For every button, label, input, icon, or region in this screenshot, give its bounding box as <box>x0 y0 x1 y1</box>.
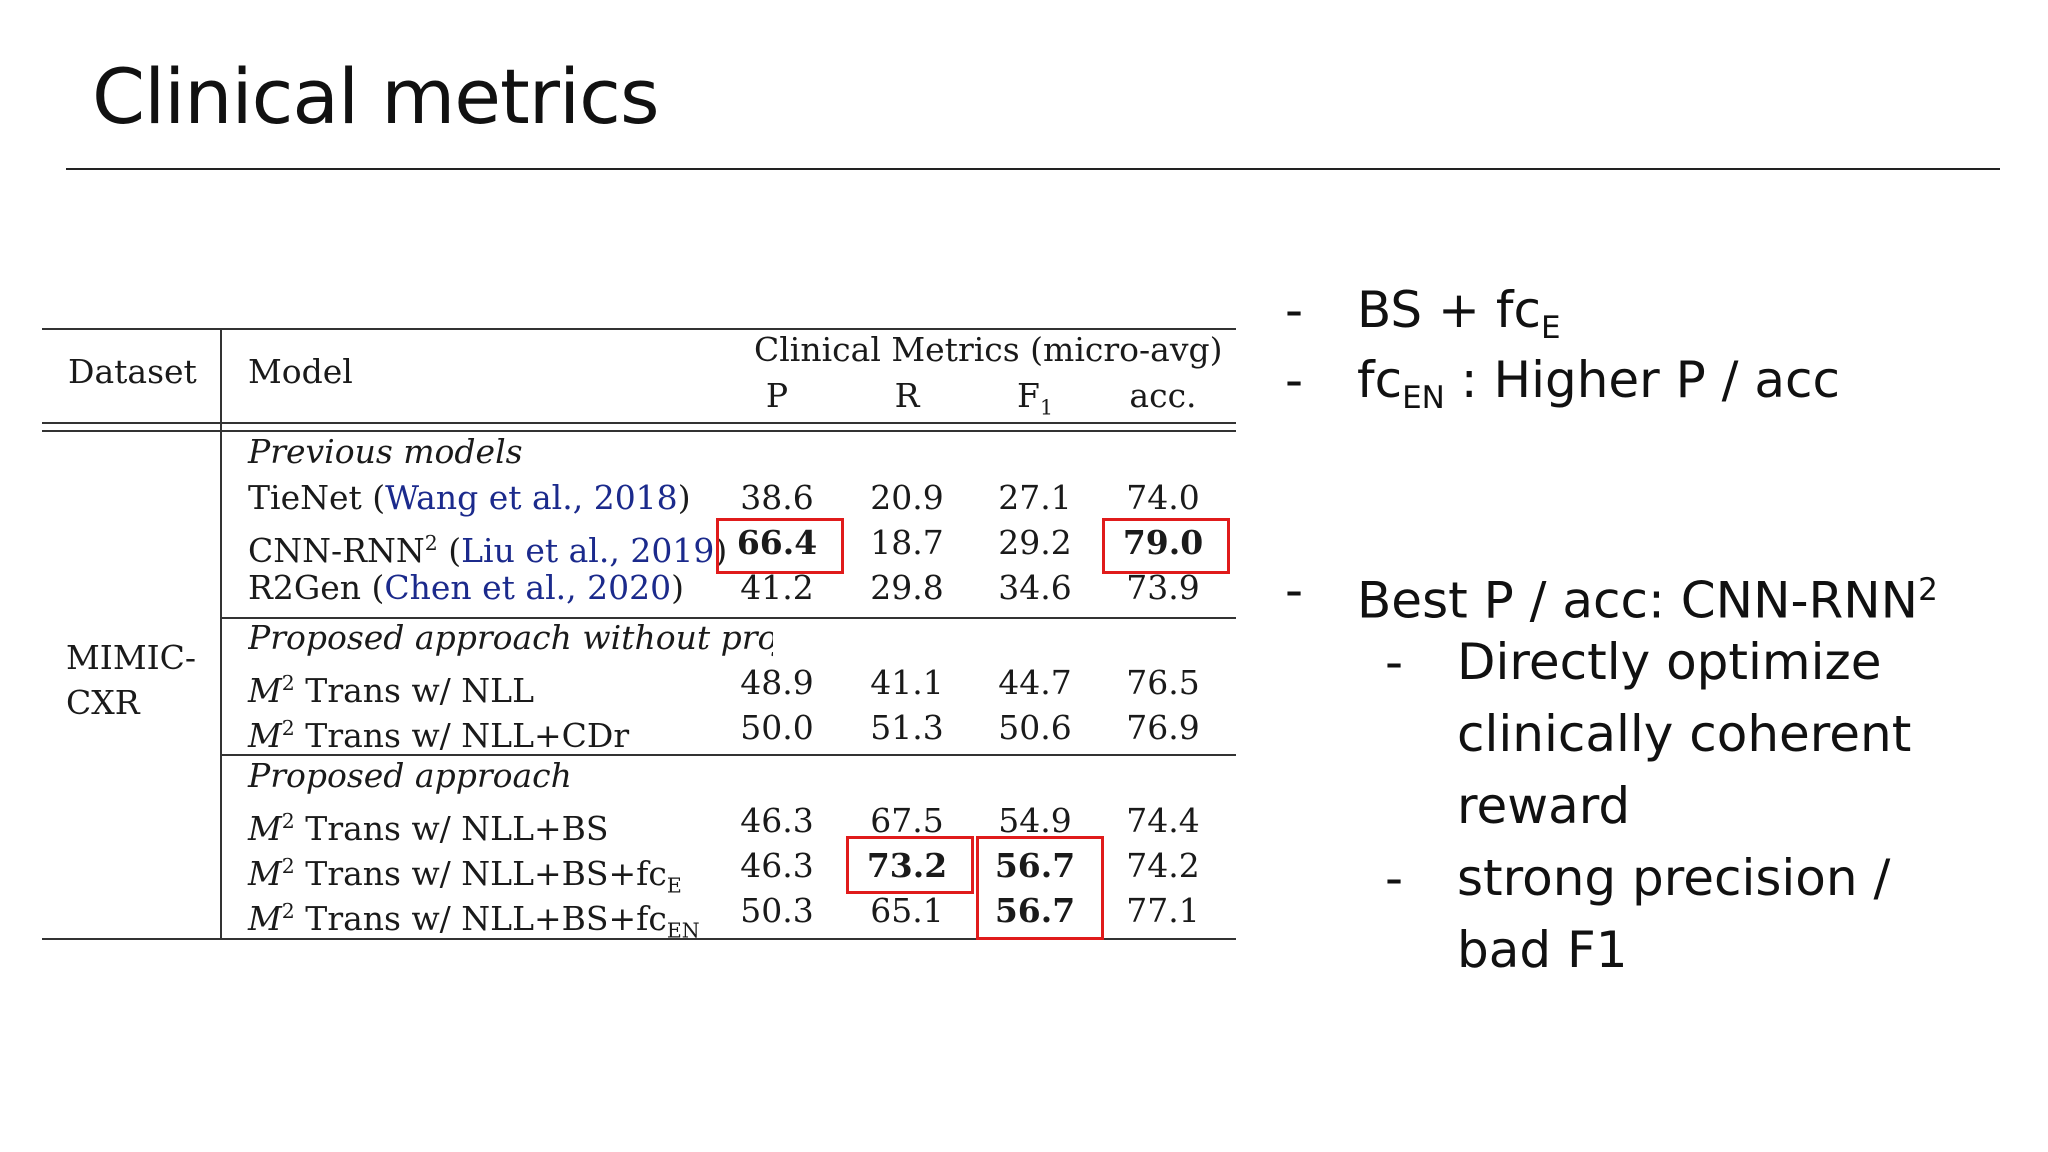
header-double-rule-1 <box>42 422 1236 424</box>
row-m2-nll-cdr-name: M2 Trans w/ NLL+CDr <box>248 716 630 755</box>
row-tienet-name: TieNet (Wang et al., 2018) <box>248 478 691 517</box>
table-bottom-rule <box>42 938 1236 940</box>
section-rule-1 <box>222 617 1236 619</box>
row-m2-nll-name: M2 Trans w/ NLL <box>248 671 534 710</box>
header-model: Model <box>248 352 353 391</box>
row-cnnrnn-r: 18.7 <box>870 523 944 562</box>
row-m2-nll-bs-fcen-f1: 56.7 <box>994 891 1076 930</box>
header-p: P <box>765 376 789 415</box>
row-cnnrnn-f1: 29.2 <box>998 523 1072 562</box>
section-previous-models: Previous models <box>248 432 523 471</box>
sub-bullet-1-line2: clinically coherent <box>1457 705 1912 763</box>
row-m2-nll-cdr-f1: 50.6 <box>998 708 1072 747</box>
row-r2gen-r: 29.8 <box>870 568 944 607</box>
table-top-rule <box>42 328 1236 330</box>
section-proposed-approach: Proposed approach <box>248 756 572 795</box>
slide-title: Clinical metrics <box>92 52 660 141</box>
header-acc: acc. <box>1129 376 1197 415</box>
row-tienet-acc: 74.0 <box>1126 478 1200 517</box>
highlight-box-f1-best <box>976 836 1104 940</box>
section-without-proposed: Proposed approach without proj <box>248 618 773 657</box>
row-tienet-p: 38.6 <box>740 478 814 517</box>
row-m2-nll-bs-p: 46.3 <box>740 801 814 840</box>
row-tienet-f1: 27.1 <box>998 478 1072 517</box>
dataset-label-line1: MIMIC- <box>66 638 197 677</box>
highlight-box-cnnrnn-acc <box>1102 518 1230 574</box>
header-f1: F1 <box>1017 376 1053 420</box>
row-r2gen-p: 41.2 <box>740 568 814 607</box>
row-cnnrnn-acc: 79.0 <box>1122 523 1204 562</box>
row-cnnrnn-p: 66.4 <box>736 523 818 562</box>
row-m2-nll-bs-acc: 74.4 <box>1126 801 1200 840</box>
row-m2-nll-r: 41.1 <box>870 663 944 702</box>
row-m2-nll-bs-fcen-acc: 77.1 <box>1126 891 1200 930</box>
row-tienet-r: 20.9 <box>870 478 944 517</box>
row-m2-nll-cdr-p: 50.0 <box>740 708 814 747</box>
row-m2-nll-cdr-r: 51.3 <box>870 708 944 747</box>
row-m2-nll-bs-fce-r: 73.2 <box>866 846 948 885</box>
row-m2-nll-p: 48.9 <box>740 663 814 702</box>
row-m2-nll-bs-name: M2 Trans w/ NLL+BS <box>248 809 609 848</box>
row-r2gen-name: R2Gen (Chen et al., 2020) <box>248 568 684 607</box>
column-divider <box>220 328 222 940</box>
row-r2gen-f1: 34.6 <box>998 568 1072 607</box>
header-dataset: Dataset <box>68 352 197 391</box>
section-rule-2 <box>222 754 1236 756</box>
header-group: Clinical Metrics (micro-avg) <box>754 330 1223 369</box>
header-r: R <box>894 376 920 415</box>
row-cnnrnn-name: CNN-RNN2 (Liu et al., 2019) <box>248 531 728 570</box>
header-double-rule-2 <box>42 430 1236 432</box>
row-m2-nll-bs-r: 67.5 <box>870 801 944 840</box>
row-m2-nll-cdr-acc: 76.9 <box>1126 708 1200 747</box>
sub-bullet-2-line2: bad F1 <box>1457 921 1628 979</box>
row-m2-nll-bs-fcen-name: M2 Trans w/ NLL+BS+fcEN <box>248 899 700 943</box>
row-m2-nll-bs-fce-name: M2 Trans w/ NLL+BS+fcE <box>248 854 682 898</box>
row-r2gen-acc: 73.9 <box>1126 568 1200 607</box>
clinical-metrics-table: Dataset Model Clinical Metrics (micro-av… <box>42 328 1236 943</box>
highlight-box-cnnrnn-p <box>716 518 844 574</box>
row-m2-nll-bs-fce-p: 46.3 <box>740 846 814 885</box>
sub-bullet-1-line3: reward <box>1457 777 1631 835</box>
row-m2-nll-bs-f1: 54.9 <box>998 801 1072 840</box>
title-divider <box>66 168 2000 170</box>
row-m2-nll-f1: 44.7 <box>998 663 1072 702</box>
dataset-label-line2: CXR <box>66 683 140 722</box>
row-m2-nll-acc: 76.5 <box>1126 663 1200 702</box>
row-m2-nll-bs-fce-acc: 74.2 <box>1126 846 1200 885</box>
row-m2-nll-bs-fcen-r: 65.1 <box>870 891 944 930</box>
row-m2-nll-bs-fcen-p: 50.3 <box>740 891 814 930</box>
highlight-box-fce-r <box>846 836 974 894</box>
row-m2-nll-bs-fce-f1: 56.7 <box>994 846 1076 885</box>
